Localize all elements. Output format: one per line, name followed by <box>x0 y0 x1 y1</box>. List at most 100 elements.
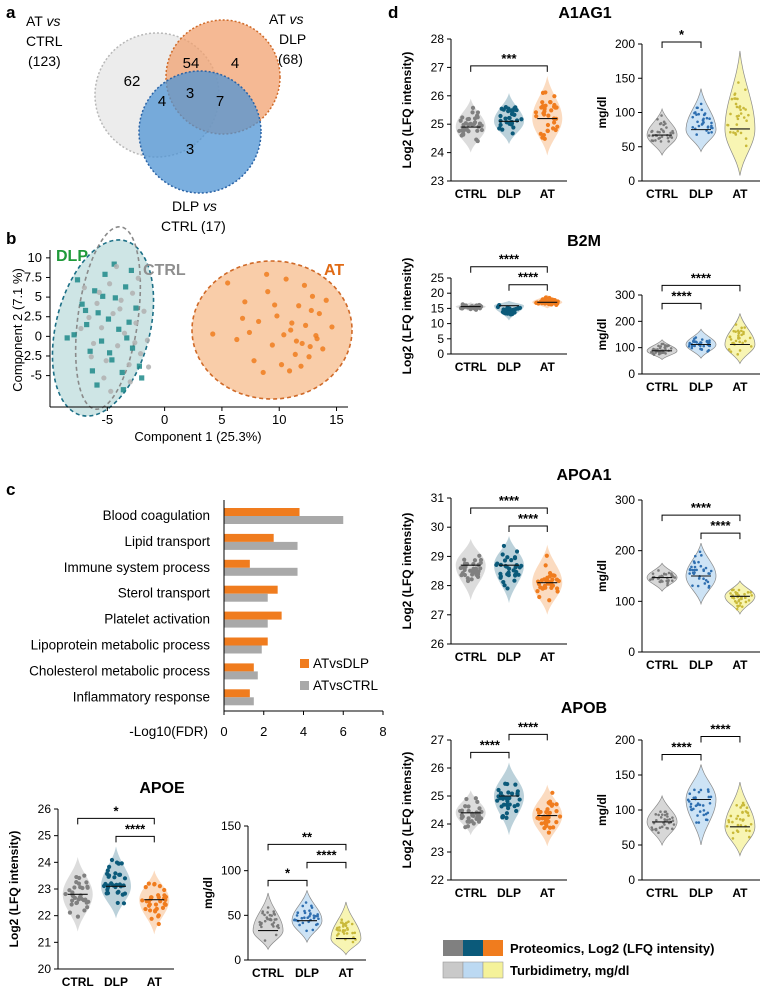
venn-count-only-dlp-ctrl: 3 <box>186 141 194 158</box>
violin-shape-dlp <box>685 88 717 153</box>
violin-point-dlp <box>697 790 701 794</box>
violin-point-at <box>740 804 744 807</box>
significance-bracket <box>700 736 741 743</box>
violin-point-ctrl <box>63 891 68 897</box>
pca-point-ctrl <box>98 325 105 331</box>
violin-legend: Proteomics, Log2 (LFQ intensity) Turbidi… <box>442 940 714 979</box>
violin-point-ctrl <box>650 129 654 133</box>
significance-label: **** <box>691 270 712 285</box>
violin-point-at <box>747 835 751 839</box>
violin-y-tick-label: 26 <box>431 637 445 651</box>
pca-point-dlp <box>116 326 122 332</box>
violin-point-ctrl <box>266 917 269 921</box>
venn-label-at-dlp-n: (68) <box>278 51 303 67</box>
panel-letter-a: a <box>6 3 16 22</box>
enrichment-bar-atvsctrl <box>224 541 298 550</box>
violin-point-dlp <box>501 543 507 549</box>
violin-point-dlp <box>112 875 117 880</box>
violin-point-dlp <box>514 549 520 554</box>
violin-point-at <box>739 806 742 809</box>
violin-point-at <box>747 814 750 817</box>
significance-bracket <box>470 266 548 273</box>
violin-point-dlp <box>122 876 128 881</box>
violin-point-at <box>735 607 739 611</box>
pca-point-dlp <box>95 310 101 316</box>
violin-point-ctrl <box>662 123 665 127</box>
violin-point-at <box>544 810 549 815</box>
violin-point-dlp <box>509 791 515 796</box>
pca-point-ctrl <box>103 358 109 364</box>
violin-point-ctrl <box>656 130 660 134</box>
violin-point-at <box>547 810 552 815</box>
violin-point-dlp <box>690 346 694 350</box>
pca-point-ctrl <box>81 285 87 291</box>
violin-point-ctrl <box>668 817 672 821</box>
violin-point-dlp <box>503 781 508 786</box>
violin-y-tick-label: 27 <box>431 60 445 74</box>
violin-point-at <box>744 88 747 91</box>
violin-point-at <box>732 588 735 592</box>
violin-point-at <box>731 596 734 599</box>
violin-point-at <box>143 906 148 912</box>
violin-point-ctrl <box>666 827 669 830</box>
violin-y-axis-label: mg/dl <box>595 794 609 826</box>
violin-point-dlp <box>504 802 509 807</box>
violin-point-ctrl <box>665 818 669 822</box>
pca-point-ctrl <box>101 375 107 381</box>
violin-point-dlp <box>295 914 299 917</box>
violin-point-at <box>160 905 166 910</box>
violin-x-tick-label: DLP <box>497 360 521 374</box>
violin-y-tick-label: 26 <box>431 761 445 775</box>
violin-point-dlp <box>498 113 503 119</box>
violin-point-ctrl <box>657 813 660 817</box>
violin-point-dlp <box>499 804 504 809</box>
violin-point-at <box>540 816 545 821</box>
violin-point-ctrl <box>67 910 73 915</box>
violin-x-tick-label: CTRL <box>646 658 678 672</box>
violin-point-ctrl <box>664 810 668 813</box>
significance-bracket <box>115 835 155 843</box>
violin-point-dlp <box>702 568 705 571</box>
violin-point-dlp <box>699 788 703 792</box>
pca-x-tick-label: -5 <box>102 412 114 427</box>
violin-point-ctrl <box>465 578 471 584</box>
significance-bracket <box>700 532 741 540</box>
violin-point-dlp <box>690 808 694 812</box>
violin-point-dlp <box>513 782 518 787</box>
violin-point-at <box>156 914 161 919</box>
violin-point-at <box>739 108 742 112</box>
enrichment-bar-atvsdlp <box>224 637 268 646</box>
violin-point-at <box>744 596 747 600</box>
violin-point-at <box>737 334 740 338</box>
violin-point-ctrl <box>659 140 663 143</box>
violin-point-ctrl <box>83 897 88 902</box>
violin-y-tick-label: 200 <box>615 314 635 328</box>
violin-apob-proteomics: 22 23 24 25 26 27 Log2 (LFQ intensity) CTRL DLP A… <box>400 719 567 900</box>
significance-bracket <box>508 733 548 741</box>
violin-y-axis-label: mg/dl <box>595 97 609 129</box>
violin-point-at <box>158 899 163 904</box>
enrichment-bar-atvsctrl <box>224 697 254 706</box>
violin-point-at <box>736 129 740 133</box>
violin-point-at <box>542 820 547 825</box>
violin-point-ctrl <box>664 352 667 355</box>
violin-point-at <box>547 598 552 603</box>
violin-point-ctrl <box>657 344 660 348</box>
violin-x-tick-label: AT <box>338 966 354 980</box>
violin-point-at <box>554 809 559 814</box>
pca-label-dlp: DLP <box>56 248 88 265</box>
violin-shape-ctrl <box>646 794 678 847</box>
violin-point-ctrl <box>651 139 655 143</box>
violin-point-ctrl <box>665 126 668 129</box>
violin-point-ctrl <box>667 579 670 582</box>
violin-point-at <box>748 829 751 833</box>
violin-point-at <box>749 822 753 826</box>
violin-x-tick-label: CTRL <box>646 886 678 900</box>
pca-label-ctrl: CTRL <box>143 262 186 279</box>
violin-y-axis-label: mg/dl <box>595 560 609 592</box>
violin-shape-dlp <box>291 890 323 944</box>
violin-point-ctrl <box>655 818 658 822</box>
violin-point-dlp <box>308 914 311 918</box>
violin-point-at <box>738 340 741 344</box>
